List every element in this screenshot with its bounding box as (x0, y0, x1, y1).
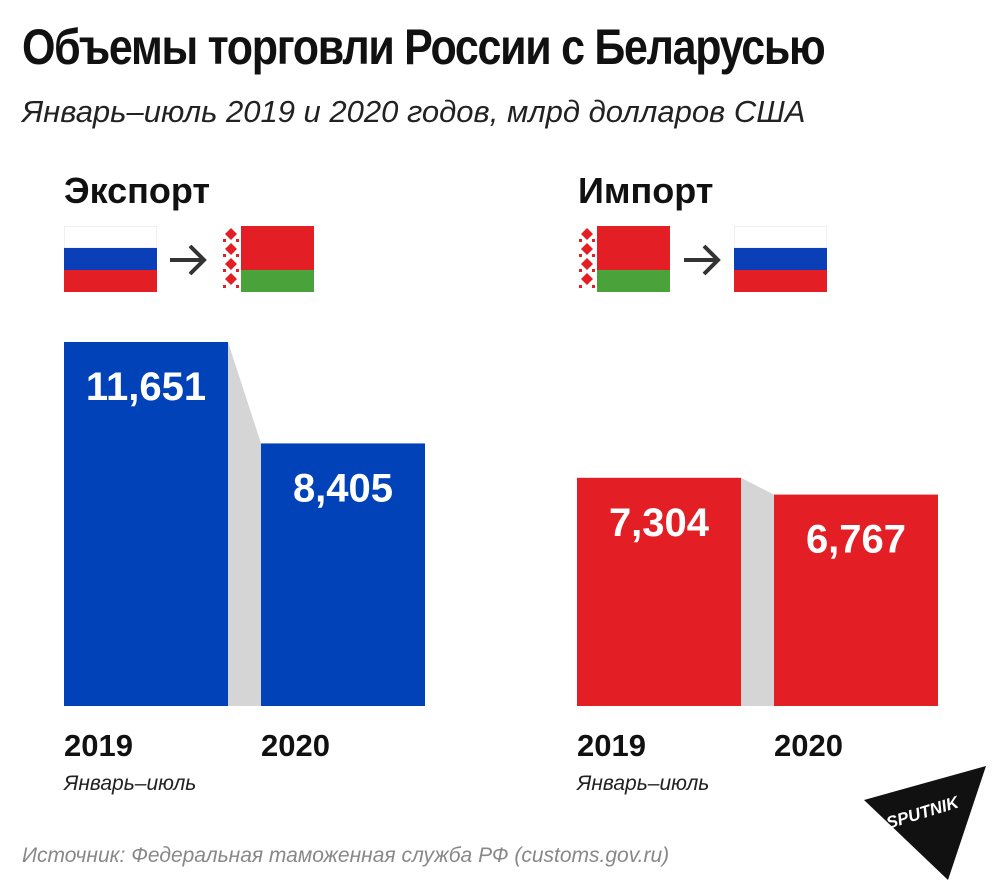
import-bar-2020 (774, 494, 938, 706)
chart-subtitle: Январь–июль 2019 и 2020 годов, млрд долл… (22, 94, 806, 129)
russia-flag-icon (64, 226, 157, 292)
belarus-flag-icon (577, 226, 670, 292)
export-period-label: Январь–июль (64, 772, 197, 795)
export-bar-2020 (261, 443, 425, 706)
belarus-flag-icon (221, 226, 314, 292)
import-year-2020: 2020 (774, 728, 843, 763)
import-bar-2019 (577, 477, 741, 706)
sputnik-logo: SPUTNIK (864, 766, 986, 880)
import-year-2019: 2019 (577, 728, 646, 763)
import-connector (741, 477, 774, 706)
arrow-right-icon (170, 244, 207, 276)
import-value-label-2020: 6,767 (806, 518, 906, 562)
import-period-label: Январь–июль (577, 772, 710, 795)
export-bar-2019 (64, 342, 228, 706)
chart-title: Объемы торговли России с Беларусью (22, 19, 826, 75)
export-section-title: Экспорт (64, 170, 211, 211)
arrow-right-icon (684, 244, 721, 276)
export-value-label-2020: 8,405 (293, 466, 393, 510)
export-value-label-2019: 11,651 (86, 365, 206, 409)
export-year-2020: 2020 (261, 728, 330, 763)
source-note: Источник: Федеральная таможенная служба … (22, 844, 670, 867)
import-value-label-2019: 7,304 (609, 501, 710, 545)
export-year-2019: 2019 (64, 728, 133, 763)
russia-flag-icon (734, 226, 827, 292)
import-section-title: Импорт (578, 170, 714, 211)
export-connector (228, 342, 261, 706)
